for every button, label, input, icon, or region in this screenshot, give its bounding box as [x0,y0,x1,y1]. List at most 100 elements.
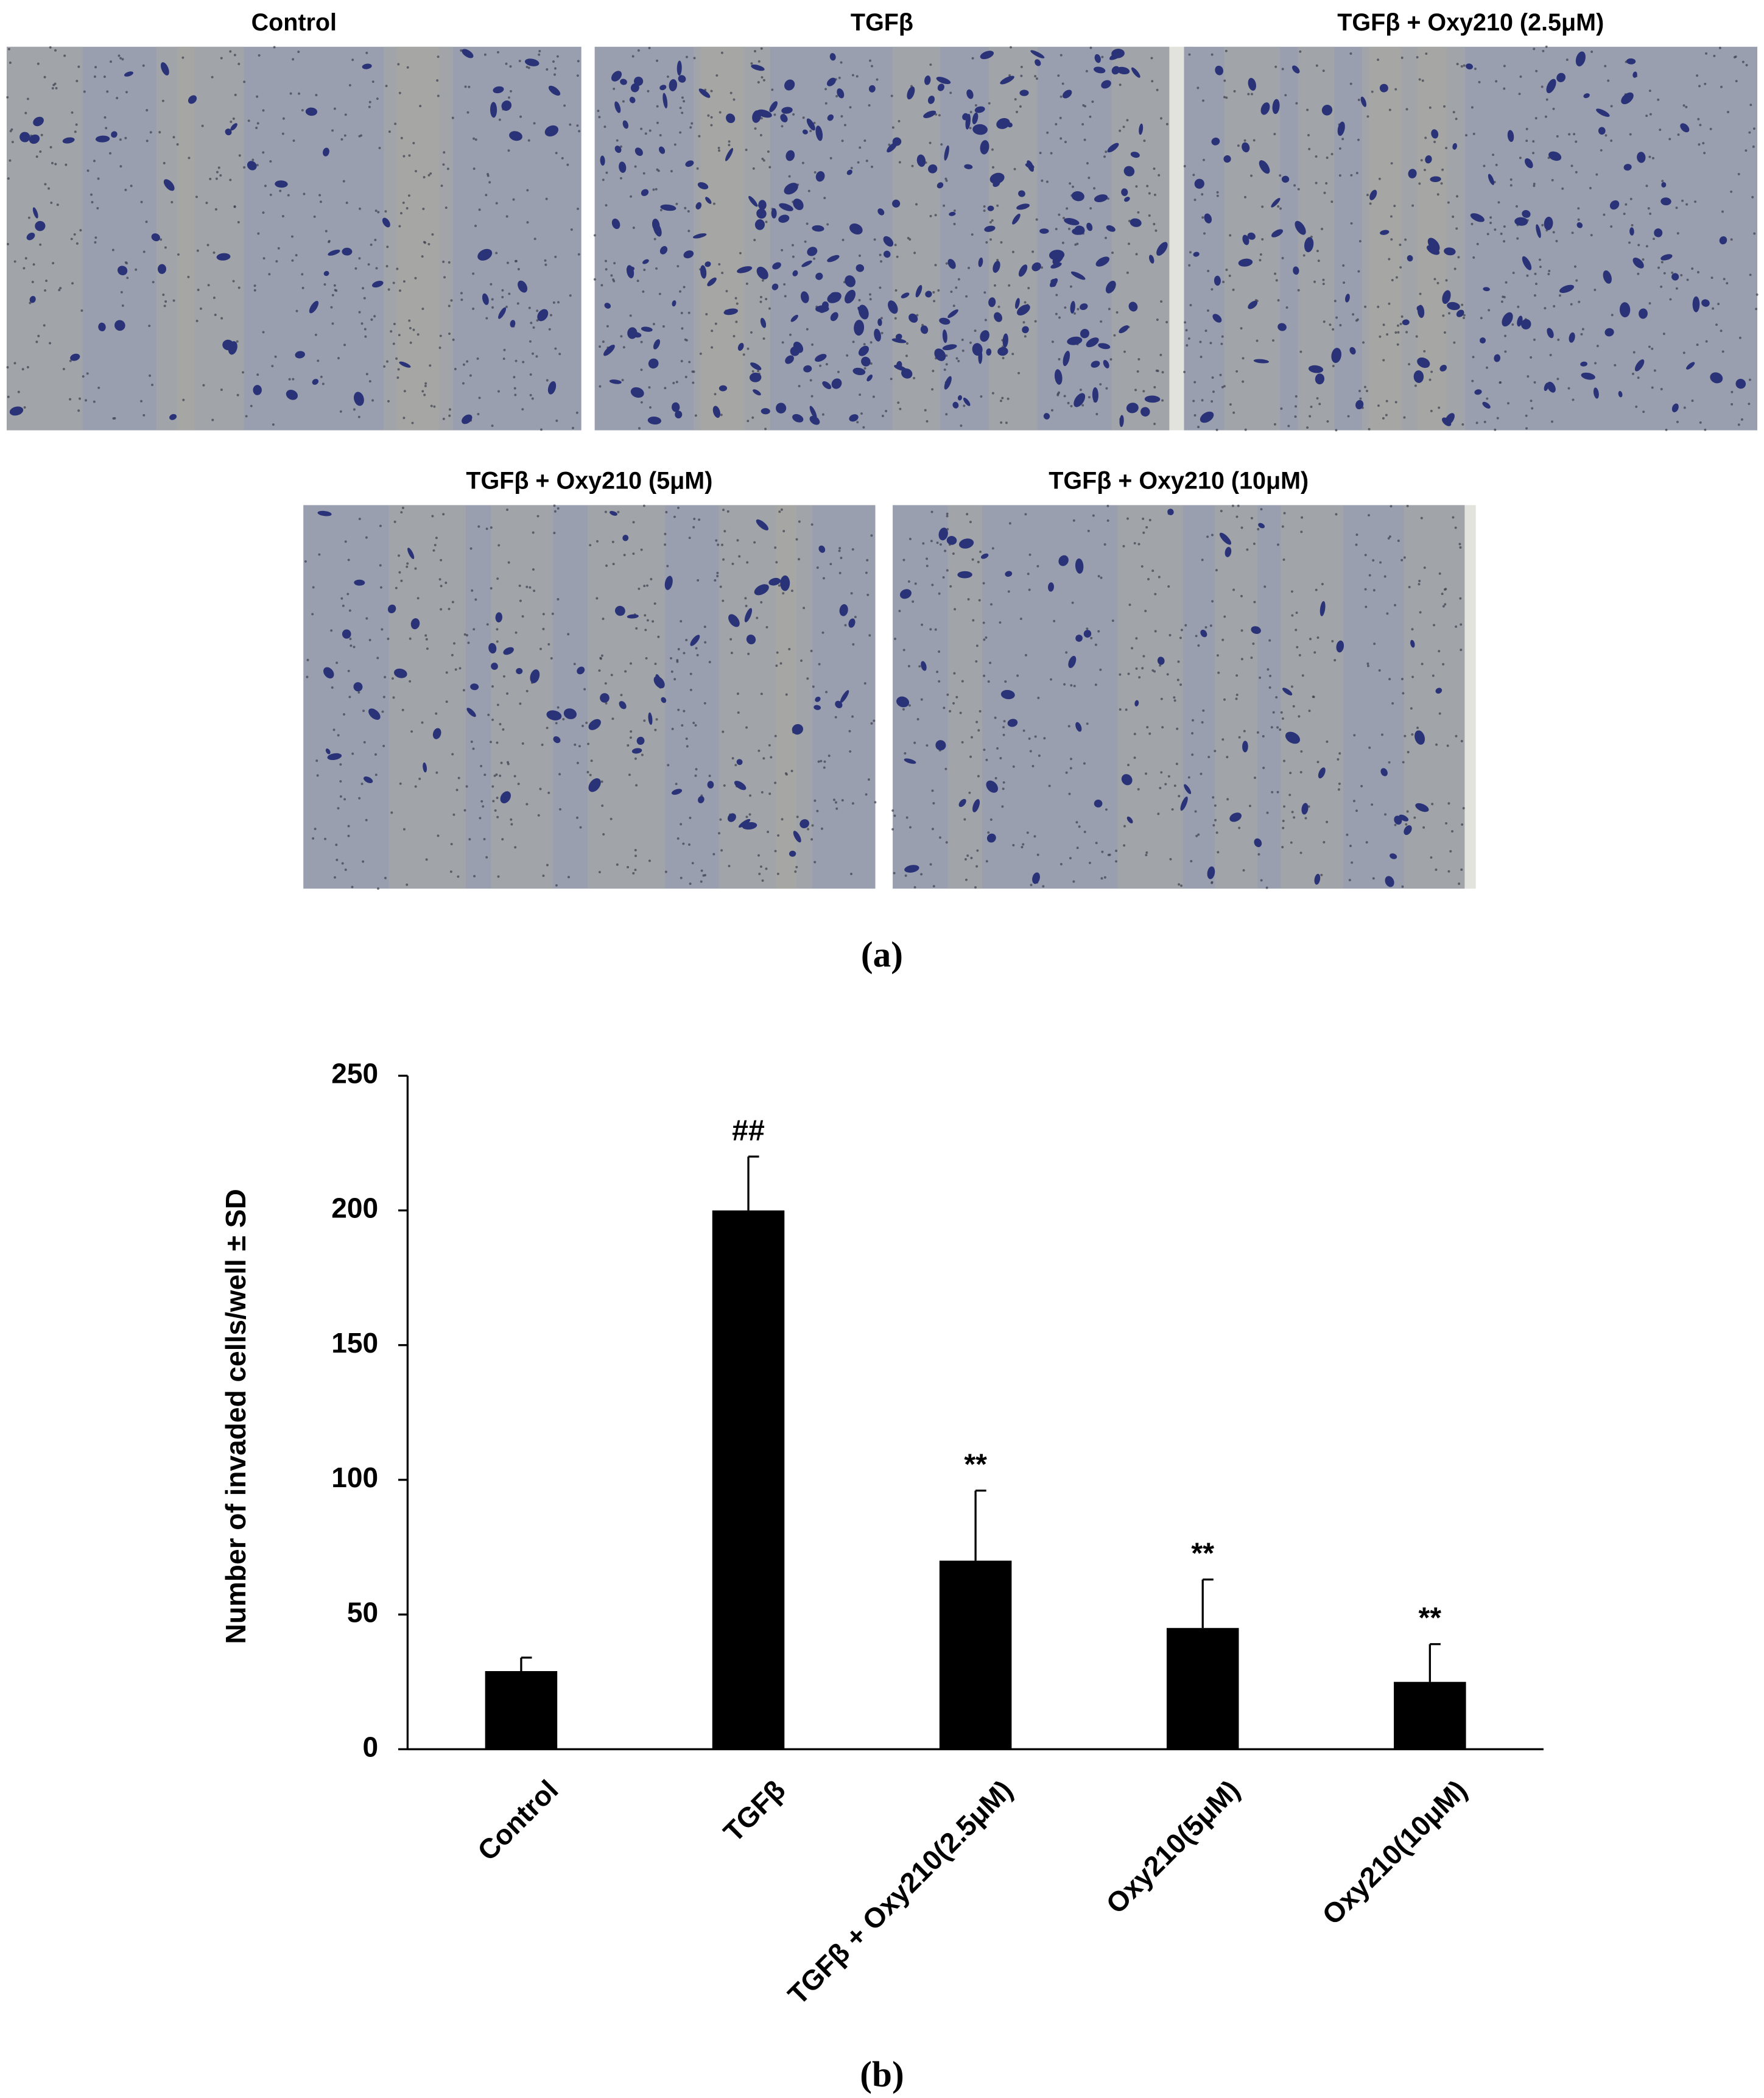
pore [749,794,752,797]
pore [1083,831,1086,834]
micrograph-band [1215,505,1258,889]
cell [462,49,474,58]
pore [104,116,107,119]
pore [926,744,929,747]
error-bar [520,1656,532,1672]
pore [816,809,819,812]
pore [1349,844,1352,847]
pore [583,688,586,691]
pore [689,882,692,885]
pore [262,331,265,334]
pore [1752,127,1755,130]
pore [47,187,51,190]
pore [1507,402,1509,405]
pore [659,134,662,137]
pore [1472,132,1475,135]
cell [1295,220,1306,235]
pore [39,150,42,153]
pore [991,148,994,151]
pore [1244,195,1246,199]
cell [1027,160,1034,172]
cell [611,71,622,82]
pore [865,793,868,796]
pore [1256,731,1259,734]
pore [424,384,427,387]
pore [945,179,948,182]
pore [445,206,448,209]
cell [611,218,620,230]
pore [287,194,290,197]
pore [1035,218,1038,221]
pore [448,408,451,411]
pore [666,75,669,78]
pore [742,353,745,356]
pore [135,268,138,271]
pore [746,561,749,564]
pore [498,118,501,121]
cell [1355,400,1364,410]
pore [414,567,417,570]
pore [1167,585,1170,588]
cell [952,401,959,409]
cell [1067,336,1083,345]
pore [1126,119,1129,122]
pore [616,139,619,142]
cell [988,297,996,308]
cell [756,208,767,219]
pore [627,744,630,747]
pore [342,180,345,183]
x-tick-label: TGFβ [717,1774,792,1848]
pore [1494,228,1497,231]
pore [965,295,968,298]
pore [940,543,942,546]
pore [806,222,809,225]
pore [325,230,328,233]
pore [599,385,602,388]
cell [362,63,372,69]
pore [1418,580,1421,582]
pore [1489,216,1492,219]
pore [76,242,79,245]
pore [378,147,381,150]
pore [297,51,300,54]
cell [1632,258,1644,269]
micrograph-band [177,46,244,431]
pore [926,420,929,423]
pore [991,392,994,395]
pore [1161,726,1164,729]
pore [1283,805,1286,808]
pore [1225,49,1228,52]
pore [620,694,623,697]
pore [401,708,404,711]
pore [398,91,401,94]
pore [1014,98,1017,101]
pore [1046,131,1049,134]
pore [1253,542,1256,545]
pore [526,189,529,192]
pore [392,696,395,699]
pore [1211,533,1214,537]
pore [402,828,406,831]
pore [119,165,122,168]
pore [692,526,695,529]
pore [598,669,601,672]
pore [289,92,292,95]
pore [1575,171,1578,174]
pore [1298,653,1301,657]
pore [1390,505,1393,508]
pore [693,518,696,521]
pore [760,692,763,695]
pore [1660,285,1663,288]
cell [1094,54,1101,63]
cell [1271,198,1281,208]
x-tick-label: Oxy210(5μM) [1100,1774,1246,1920]
pore [298,92,301,95]
pore [466,634,468,637]
pore [1632,372,1634,375]
pore [1142,531,1145,534]
pore [643,719,646,722]
pore [854,616,857,619]
pore [1318,403,1321,406]
cell [1488,174,1494,185]
pore [528,306,531,309]
